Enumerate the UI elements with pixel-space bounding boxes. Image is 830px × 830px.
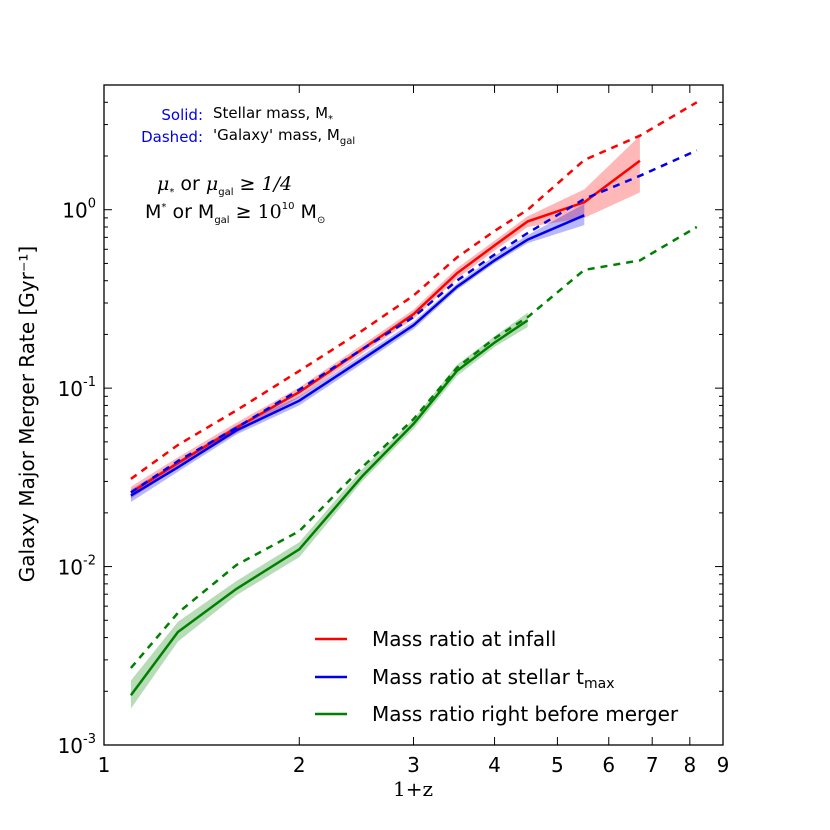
x-tick-label-5: 5 <box>551 753 564 777</box>
mass-ratio-at-infall-solid-line <box>130 159 641 494</box>
dashed-key: Dashed: <box>141 128 203 146</box>
y-tick-label--2: 10-2 <box>58 554 96 580</box>
legend-label-infall: Mass ratio at infall <box>372 627 556 651</box>
y-axis-label: Galaxy Major Merger Rate [Gyr⁻¹] <box>15 246 39 582</box>
x-tick-label-8: 8 <box>683 753 696 777</box>
legend-label-tmax: Mass ratio at stellar tmax <box>372 665 615 692</box>
x-tick-label-4: 4 <box>488 753 501 777</box>
x-axis-label: 1+z <box>393 777 433 801</box>
criterion-mass: M* or Mgal ≥ 1010 M⊙ <box>145 201 325 226</box>
criterion-mass-ratio: μ* or μgal ≥ 1/4 <box>157 173 292 198</box>
mass-ratio-right-before-merger-dashed-line <box>129 225 698 669</box>
mass-ratio-at-infall-dashed-line <box>130 101 698 480</box>
y-tick-label--3: 10-3 <box>58 732 96 758</box>
mass-ratio-right-before-merger-band <box>130 312 528 709</box>
selection-criteria: μ* or μgal ≥ 1/4 M* or Mgal ≥ 1010 M⊙ <box>145 173 325 226</box>
x-tick-label-1: 1 <box>98 753 111 777</box>
solid-desc: Stellar mass, M* <box>213 104 333 125</box>
mass-ratio-at-infall-band <box>130 135 640 499</box>
x-tick-label-2: 2 <box>293 753 306 777</box>
legend: Mass ratio at infall Mass ratio at stell… <box>315 627 679 726</box>
line-style-key: Solid: Stellar mass, M* Dashed: 'Galaxy'… <box>141 104 355 147</box>
solid-key: Solid: <box>161 106 203 124</box>
x-tick-label-3: 3 <box>407 753 420 777</box>
legend-label-merger: Mass ratio right before merger <box>372 702 679 726</box>
x-tick-label-6: 6 <box>602 753 615 777</box>
y-tick-label--1: 10-1 <box>58 375 96 401</box>
x-tick-label-7: 7 <box>646 753 659 777</box>
y-tick-label-0: 100 <box>62 197 96 223</box>
mass-ratio-at-stellar-t-max-dashed-line <box>130 149 698 494</box>
mass-ratio-at-stellar-t-max-solid-line <box>130 214 585 497</box>
mass-ratio-right-before-merger-solid-line <box>129 319 529 697</box>
x-tick-label-9: 9 <box>717 753 730 777</box>
dashed-desc: 'Galaxy' mass, Mgal <box>213 126 355 147</box>
